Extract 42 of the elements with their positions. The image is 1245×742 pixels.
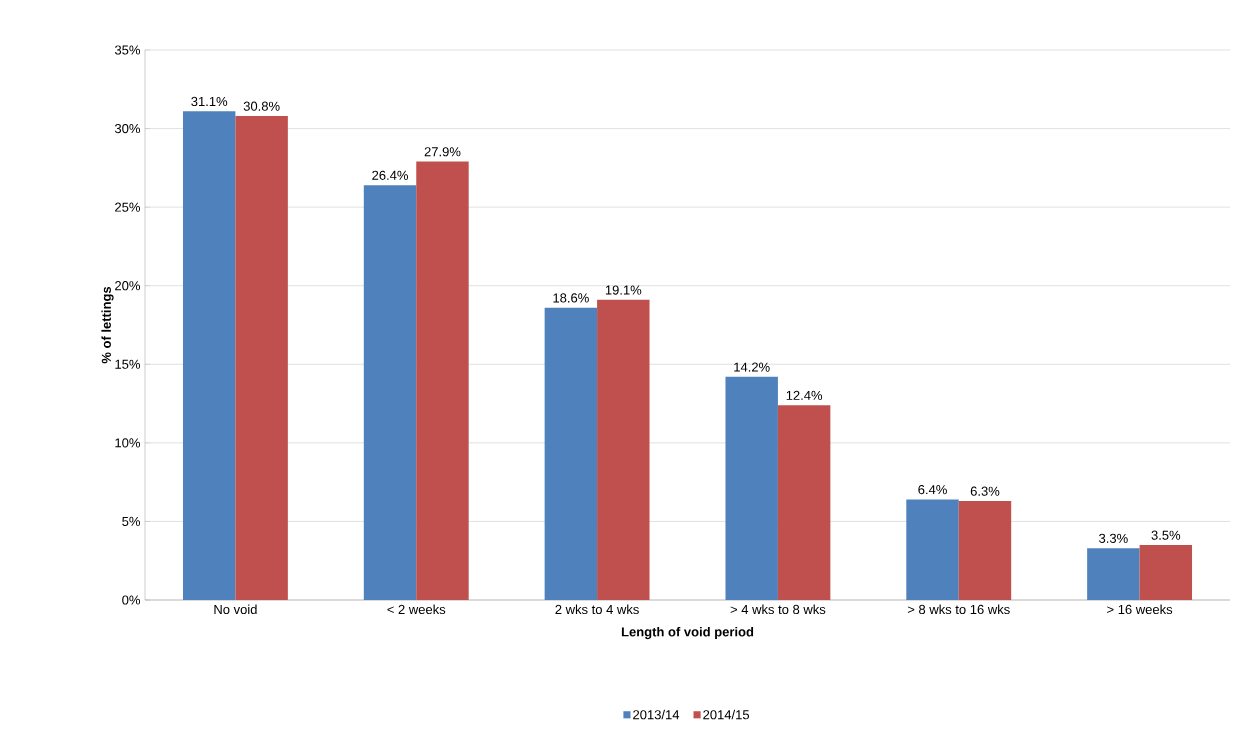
x-axis-title: Length of void period	[621, 626, 754, 640]
bar	[906, 499, 959, 600]
data-label: 19.1%	[605, 285, 642, 295]
data-label: 26.4%	[372, 170, 408, 180]
y-tick-label: 25%	[115, 202, 141, 212]
data-label: 31.1%	[191, 96, 228, 107]
bar	[777, 405, 831, 600]
bar	[235, 116, 288, 600]
y-tick-label: 30%	[114, 123, 141, 134]
bar	[1139, 545, 1193, 600]
data-label: 6.3%	[970, 486, 1000, 496]
y-tick-label: 15%	[115, 359, 141, 369]
legend-label: 2014/15	[703, 709, 750, 720]
y-tick-label: 0%	[122, 595, 141, 605]
bar	[363, 185, 417, 600]
bar	[1087, 548, 1140, 600]
legend-label: 2013/14	[633, 709, 680, 720]
data-label: 18.6%	[553, 293, 589, 303]
y-tick-label: 20%	[115, 281, 141, 291]
data-label: 30.8%	[243, 101, 280, 111]
y-tick-label: 10%	[115, 438, 141, 448]
y-tick-label: 35%	[114, 45, 141, 55]
data-label: 12.4%	[786, 390, 823, 400]
x-tick-label: > 8 wks to 16 wks	[907, 604, 1010, 615]
data-label: 6.4%	[918, 485, 947, 495]
bar	[182, 111, 236, 600]
x-tick-label: > 4 wks to 8 wks	[730, 604, 826, 615]
data-label: 27.9%	[424, 147, 461, 157]
bar	[544, 307, 598, 600]
x-tick-label: No void	[214, 604, 257, 615]
y-tick-label: 5%	[122, 516, 141, 526]
x-tick-label: > 16 weeks	[1107, 604, 1173, 615]
data-label: 3.3%	[1099, 533, 1128, 543]
x-tick-label: 2 wks to 4 wks	[555, 604, 639, 615]
bar	[725, 376, 778, 600]
x-tick-label: < 2 weeks	[387, 604, 446, 615]
data-label: 14.2%	[734, 362, 770, 372]
y-axis-title: % of lettings	[101, 286, 114, 364]
bar	[416, 161, 469, 600]
bar	[597, 299, 650, 600]
data-label: 3.5%	[1151, 530, 1181, 540]
bar	[958, 501, 1012, 600]
